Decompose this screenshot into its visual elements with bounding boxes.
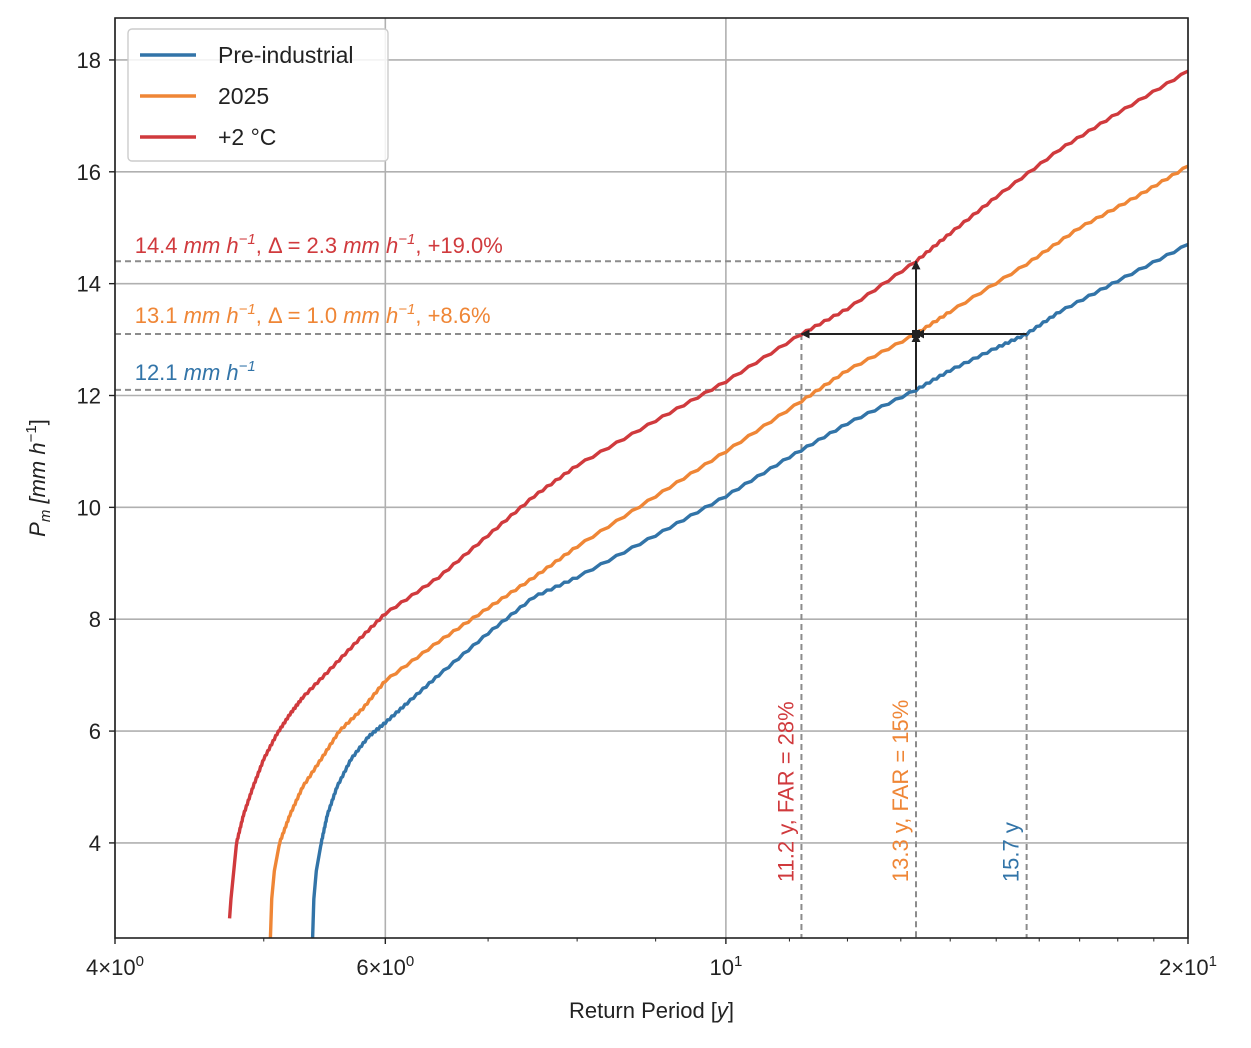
series-line-1 [268,164,1189,939]
guide-lines [115,260,1028,938]
annotations: 14.4 mm h−1, Δ = 2.3 mm h−1, +19.0% 13.1 … [135,231,1024,882]
x-tick-label: 101 [709,953,742,980]
intersection-marker [912,329,921,338]
y-tick-label: 6 [89,719,101,744]
y-tick-label: 4 [89,831,101,856]
legend-label: 2025 [218,83,269,109]
ann-blue: 12.1 mm h−1 [135,358,256,385]
legend-box [127,28,389,162]
y-tick-label: 18 [77,48,101,73]
x-axis-label: Return Period [y] [569,998,734,1023]
legend-label: +2 °C [218,124,276,150]
vann-red: 11.2 y, FAR = 28% [773,701,798,882]
axis-ticks: 4 6 8 10 12 14 16 18 4×100 6×100 101 2×101 [77,48,1217,980]
arrows [800,260,1027,390]
vann-orange: 13.3 y, FAR = 15% [888,700,913,882]
y-tick-label: 10 [77,495,101,520]
legend: Pre-industrial 2025 +2 °C [127,28,389,162]
x-tick-label: 6×100 [356,953,414,980]
ann-orange: 13.1 mm h−1, Δ = 1.0 mm h−1, +8.6% [135,301,491,328]
series-line-0 [310,242,1189,939]
series-line-2 [227,69,1189,919]
y-axis-label: Pm [mm h−1] [23,419,54,537]
data-series [227,69,1189,939]
y-tick-label: 12 [77,384,101,409]
plot-frame [114,17,1189,939]
ann-red: 14.4 mm h−1, Δ = 2.3 mm h−1, +19.0% [135,231,503,258]
y-tick-label: 14 [77,272,101,297]
legend-label: Pre-industrial [218,42,354,68]
y-tick-label: 16 [77,160,101,185]
vann-blue: 15.7 y [999,822,1024,882]
x-tick-label: 2×101 [1159,953,1217,980]
x-tick-label: 4×100 [86,953,144,980]
y-tick-label: 8 [89,607,101,632]
